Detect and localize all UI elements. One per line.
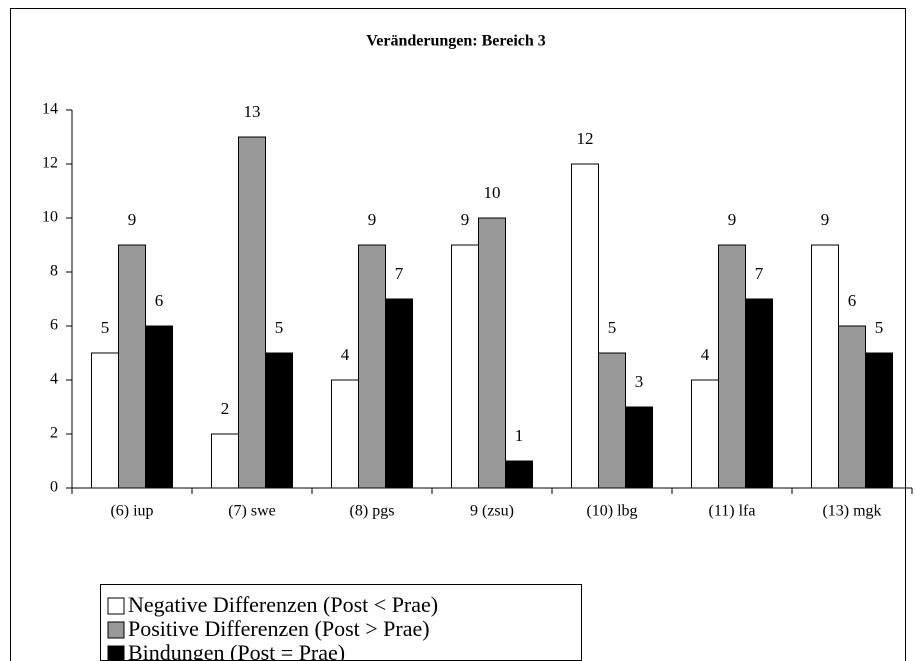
y-tick-label: 4	[50, 371, 58, 388]
chart-title: Veränderungen: Bereich 3	[366, 33, 546, 50]
bar	[145, 325, 173, 489]
x-tick-label: (6) iup	[110, 503, 153, 520]
data-label: 6	[848, 291, 857, 310]
data-label: 5	[275, 318, 284, 337]
bar	[451, 244, 479, 489]
data-label: 4	[701, 345, 710, 364]
legend	[100, 584, 582, 661]
x-tick-label: (13) mgk	[822, 503, 881, 520]
x-tick-label: (11) lfa	[709, 503, 756, 520]
bar	[118, 244, 146, 489]
data-label: 6	[155, 291, 164, 310]
bar	[571, 163, 599, 489]
bar	[625, 406, 653, 489]
y-tick-label: 0	[50, 479, 58, 496]
bar	[91, 352, 119, 489]
bar	[865, 352, 893, 489]
legend-swatch	[107, 621, 125, 639]
data-label: 13	[244, 102, 261, 121]
bar	[505, 460, 533, 489]
bar	[331, 379, 359, 489]
x-tick-label: (7) swe	[228, 503, 276, 520]
data-label: 9	[128, 210, 137, 229]
data-label: 9	[368, 210, 377, 229]
data-label: 2	[221, 399, 230, 418]
data-label: 7	[755, 264, 764, 283]
legend-swatch	[107, 645, 125, 661]
data-label: 9	[728, 210, 737, 229]
data-label: 10	[484, 183, 501, 202]
data-label: 5	[101, 318, 110, 337]
bar	[265, 352, 293, 489]
y-tick-label: 10	[42, 209, 58, 226]
y-tick-label: 6	[50, 317, 58, 334]
bar	[718, 244, 746, 489]
data-label: 7	[395, 264, 404, 283]
data-label: 3	[635, 372, 644, 391]
data-label: 9	[821, 210, 830, 229]
x-tick-label: (8) pgs	[350, 503, 395, 520]
bar	[478, 217, 506, 489]
legend-label: Negative Differenzen (Post < Prae)	[128, 592, 438, 617]
data-label: 12	[577, 129, 594, 148]
data-label: 4	[341, 345, 350, 364]
bar	[238, 136, 266, 489]
y-tick-label: 14	[42, 101, 58, 118]
legend-label: Bindungen (Post = Prae)	[128, 640, 345, 661]
data-label: 1	[515, 426, 524, 445]
bar	[691, 379, 719, 489]
legend-swatch	[107, 597, 125, 615]
bar	[838, 325, 866, 489]
x-tick-label: 9 (zsu)	[470, 503, 514, 520]
y-tick-label: 8	[50, 263, 58, 280]
legend-label: Positive Differenzen (Post > Prae)	[128, 616, 430, 641]
data-label: 5	[608, 318, 617, 337]
bar	[211, 433, 239, 489]
data-label: 9	[461, 210, 470, 229]
bar	[385, 298, 413, 489]
x-tick-label: (10) lbg	[586, 503, 637, 520]
y-tick-label: 2	[50, 425, 58, 442]
bar	[598, 352, 626, 489]
bar	[811, 244, 839, 489]
data-label: 5	[875, 318, 884, 337]
y-tick-label: 12	[42, 155, 58, 172]
bar	[358, 244, 386, 489]
bar	[745, 298, 773, 489]
